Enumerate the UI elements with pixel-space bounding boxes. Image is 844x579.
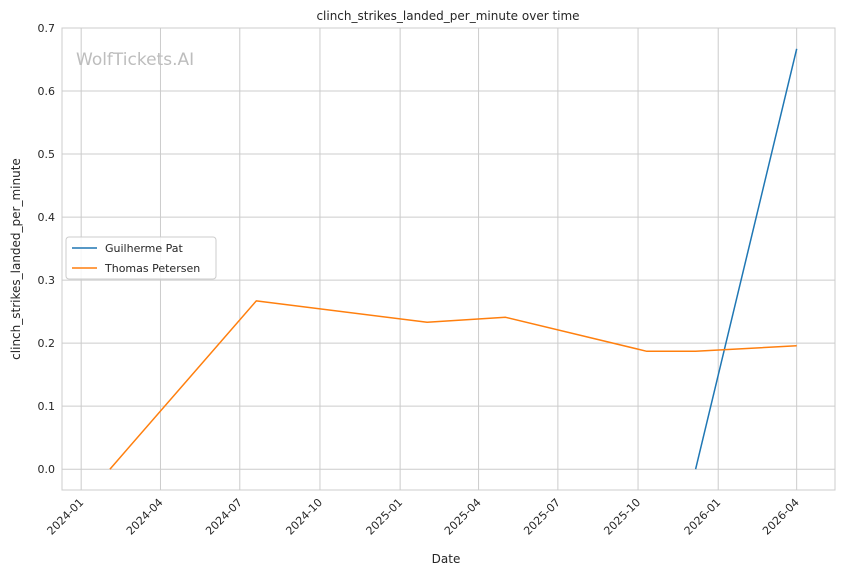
y-tick-label: 0.2 [38, 337, 56, 350]
legend-label: Thomas Petersen [104, 262, 200, 275]
chart-title: clinch_strikes_landed_per_minute over ti… [316, 9, 579, 23]
series-lines [109, 48, 798, 470]
y-tick-label: 0.7 [38, 22, 56, 35]
y-axis-label: clinch_strikes_landed_per_minute [9, 158, 23, 360]
y-tick-label: 0.1 [38, 400, 56, 413]
y-tick-labels: 0.0 0.1 0.2 0.3 0.4 0.5 0.6 0.7 [38, 22, 56, 476]
y-tick-label: 0.0 [38, 463, 56, 476]
watermark: WolfTickets.AI [76, 50, 194, 70]
plot-area [61, 27, 836, 491]
x-axis-label: Date [432, 552, 461, 566]
y-tick-label: 0.3 [38, 274, 56, 287]
y-tick-label: 0.5 [38, 148, 56, 161]
x-gridlines [80, 28, 798, 490]
plot-frame [61, 27, 836, 491]
legend-box [65, 236, 217, 280]
legend: Guilherme Pat Thomas Petersen [65, 236, 217, 280]
series-line-2 [109, 300, 797, 470]
legend-label: Guilherme Pat [105, 242, 184, 255]
series-line-1 [694, 48, 798, 470]
y-tick-label: 0.4 [38, 211, 56, 224]
y-tick-label: 0.6 [38, 85, 56, 98]
